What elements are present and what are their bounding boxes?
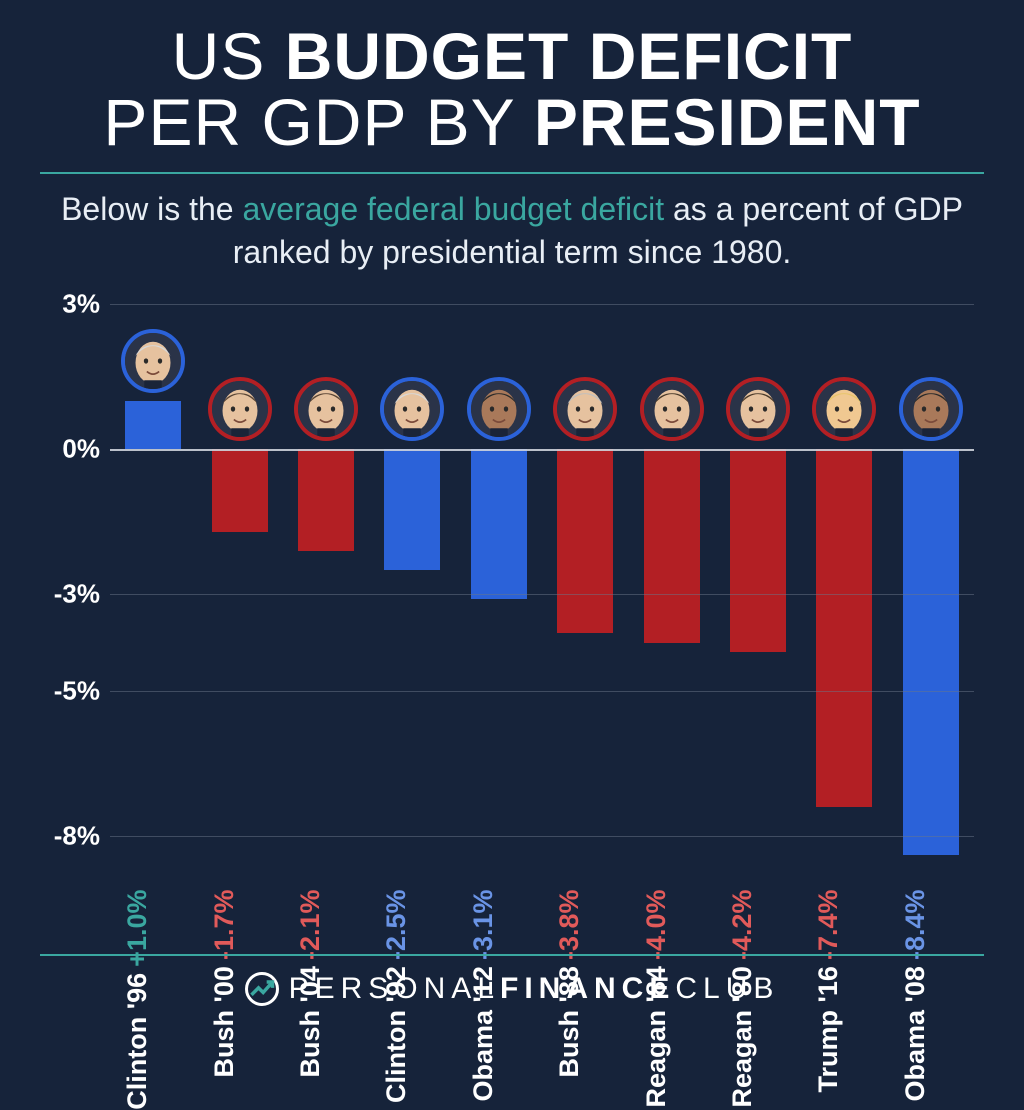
- title-pre-2: PER GDP BY: [103, 85, 533, 159]
- president-avatar: [208, 377, 272, 441]
- president-avatar: [294, 377, 358, 441]
- bar: [557, 449, 613, 633]
- bar: [471, 449, 527, 599]
- brand-pre: PERSONAL: [289, 972, 500, 1005]
- divider-bottom: [40, 954, 984, 956]
- president-avatar: [380, 377, 444, 441]
- president-avatar: [640, 377, 704, 441]
- subtitle: Below is the average federal budget defi…: [0, 174, 1024, 274]
- subtitle-accent: average federal budget deficit: [242, 191, 664, 227]
- subtitle-pre: Below is the: [61, 191, 242, 227]
- bar: [903, 449, 959, 855]
- president-avatar: [121, 329, 185, 393]
- president-avatar: [812, 377, 876, 441]
- title-bold-2: PRESIDENT: [534, 85, 921, 159]
- gridline: [110, 449, 974, 451]
- y-axis-label: 3%: [40, 289, 100, 320]
- footer-brand: PERSONALFINANCECLUB: [0, 972, 1024, 1006]
- bar: [730, 449, 786, 652]
- gridline: [110, 691, 974, 692]
- gridline: [110, 594, 974, 595]
- y-axis-label: -8%: [40, 821, 100, 852]
- title-pre: US: [172, 19, 285, 93]
- president-avatar: [553, 377, 617, 441]
- bar: [212, 449, 268, 531]
- brand-logo-icon: [245, 972, 279, 1006]
- brand-post: CLUB: [675, 972, 779, 1005]
- gridline: [110, 304, 974, 305]
- brand-bold: FINANCE: [500, 972, 675, 1005]
- president-avatar: [899, 377, 963, 441]
- bar: [125, 401, 181, 449]
- president-avatar: [726, 377, 790, 441]
- plot-area: Clinton '96+1.0% Bush '00-1.7% Bush '04-…: [110, 304, 974, 884]
- bar: [644, 449, 700, 642]
- y-axis-label: -5%: [40, 676, 100, 707]
- bar: [816, 449, 872, 807]
- title-line-2: PER GDP BY PRESIDENT: [0, 84, 1024, 160]
- gridline: [110, 836, 974, 837]
- deficit-chart: Clinton '96+1.0% Bush '00-1.7% Bush '04-…: [40, 304, 984, 884]
- bar: [384, 449, 440, 570]
- title-bold-1: BUDGET DEFICIT: [285, 19, 853, 93]
- y-axis-label: -3%: [40, 579, 100, 610]
- y-axis-label: 0%: [40, 434, 100, 465]
- title-line-1: US BUDGET DEFICIT: [0, 18, 1024, 94]
- president-avatar: [467, 377, 531, 441]
- bar: [298, 449, 354, 551]
- title-block: US BUDGET DEFICIT PER GDP BY PRESIDENT: [0, 0, 1024, 160]
